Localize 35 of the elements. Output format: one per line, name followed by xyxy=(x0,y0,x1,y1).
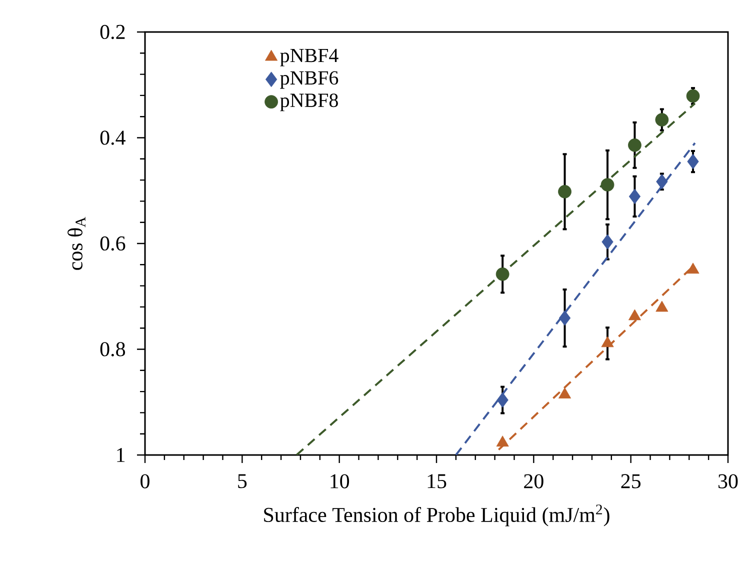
point xyxy=(601,336,614,348)
y-tick-label: 0.6 xyxy=(100,236,126,251)
x-tick-label: 5 xyxy=(238,474,247,488)
legend-label: pNBF8 xyxy=(280,94,338,112)
point xyxy=(496,267,510,281)
y-tick-label: 0.4 xyxy=(100,130,126,145)
point xyxy=(558,184,572,198)
y-tick-label: 1 xyxy=(117,448,125,462)
x-tick-label: 20 xyxy=(524,474,544,488)
point xyxy=(558,388,572,398)
point xyxy=(686,262,700,274)
x-tick-label: 0 xyxy=(140,474,150,488)
point xyxy=(496,392,508,408)
point xyxy=(687,154,699,170)
point xyxy=(558,310,571,326)
point xyxy=(656,174,668,190)
point xyxy=(628,188,641,204)
legend-label: pNBF6 xyxy=(280,71,338,89)
y-tick-label: 0.2 xyxy=(100,24,125,40)
point xyxy=(602,234,614,250)
x-tick-label: 10 xyxy=(330,474,350,488)
y-tick-label: 0.8 xyxy=(100,342,126,356)
point xyxy=(600,178,614,192)
y-axis-title: cos θ$_{A}$ xyxy=(68,216,86,270)
x-tick-label: 30 xyxy=(718,474,738,488)
point xyxy=(686,89,700,103)
point xyxy=(628,309,641,320)
point xyxy=(496,436,509,447)
point xyxy=(655,113,669,126)
x-axis-title: Surface Tension of Probe Liquid (mJ/m$^{2}$) xyxy=(264,504,610,526)
x-tick-label: 15 xyxy=(428,474,446,488)
point xyxy=(656,300,668,312)
legend-label: pNBF4 xyxy=(280,48,338,66)
point xyxy=(628,138,642,152)
x-tick-label: 25 xyxy=(621,474,641,488)
